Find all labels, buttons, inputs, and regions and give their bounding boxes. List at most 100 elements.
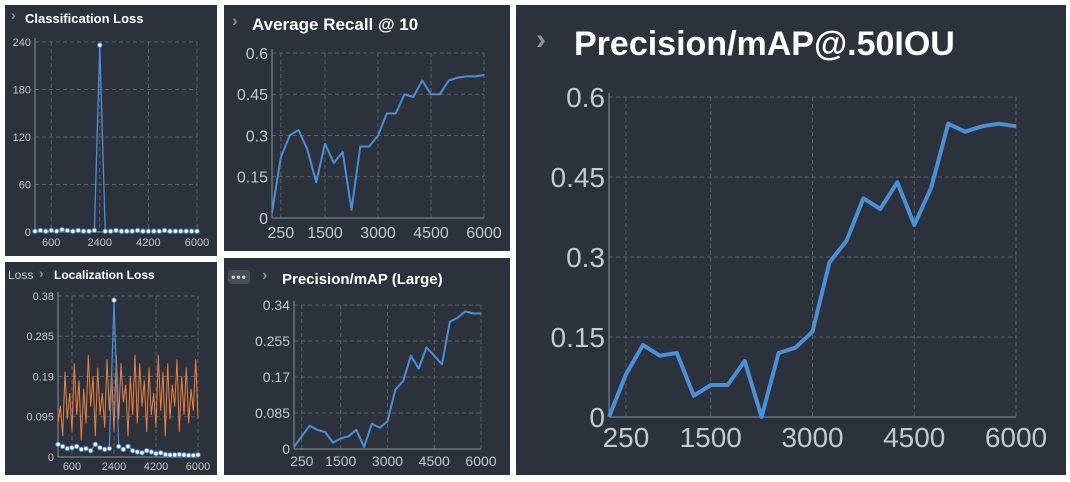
x-tick-label: 6000 <box>185 237 209 249</box>
data-point <box>190 452 197 459</box>
data-point <box>181 452 187 458</box>
y-tick-label: 0.095 <box>26 412 54 424</box>
data-point <box>106 445 113 452</box>
data-point <box>185 452 192 459</box>
expand-chevron-icon[interactable]: › <box>262 267 268 284</box>
x-tick-label: 4500 <box>883 422 945 453</box>
x-tick-label: 6000 <box>465 453 496 469</box>
data-point <box>92 441 99 447</box>
data-point <box>69 444 75 451</box>
breadcrumb-loss[interactable]: Loss <box>8 268 34 282</box>
expand-chevron-icon[interactable]: › <box>232 11 238 30</box>
y-tick-label: 0.45 <box>551 162 606 193</box>
x-tick-label: 4500 <box>419 453 450 469</box>
y-tick-label: 180 <box>13 84 31 96</box>
data-point <box>64 227 71 234</box>
y-tick-label: 0.255 <box>255 333 290 349</box>
data-point <box>167 228 173 234</box>
data-point <box>172 228 179 234</box>
data-point <box>151 228 157 234</box>
data-point <box>55 441 61 447</box>
x-tick-label: 250 <box>603 422 650 453</box>
data-point <box>59 226 65 233</box>
x-tick-label: 4200 <box>144 461 168 473</box>
data-point <box>83 445 89 452</box>
data-point <box>48 227 54 234</box>
data-point <box>75 227 81 234</box>
series-line-0 <box>57 354 199 441</box>
x-tick-label: 3000 <box>372 453 403 469</box>
expand-chevron-icon[interactable]: › <box>11 7 16 23</box>
x-tick-label: 1500 <box>325 453 356 469</box>
y-tick-label: 0.15 <box>237 170 268 187</box>
data-point <box>101 446 108 453</box>
y-tick-label: 0.38 <box>33 291 54 303</box>
precision-map-large-chart: 0 0.085 0.17 0.255 0.34 250 1500 3000 4500 6000 <box>255 297 497 469</box>
x-tick-label: 600 <box>42 237 60 249</box>
y-tick-label: 0.34 <box>263 297 290 313</box>
y-tick-label: 0 <box>48 452 54 464</box>
data-point <box>80 228 87 234</box>
y-tick-label: 0.6 <box>246 46 268 63</box>
data-point <box>188 228 195 234</box>
precision-map50-card: › Precision/mAP@.50IOU 0 0.15 0.3 0.45 0.6 25… <box>516 5 1066 475</box>
expand-chevron-icon[interactable]: › <box>536 23 546 56</box>
y-tick-label: 0.3 <box>246 128 268 145</box>
data-point <box>161 227 168 234</box>
data-point <box>107 228 114 234</box>
y-tick-label: 0.285 <box>26 331 54 343</box>
classification-loss-chart: 0 60 120 180 240 600 2400 4200 6000 <box>13 37 210 249</box>
data-point <box>153 450 159 457</box>
more-options-icon[interactable]: ••• <box>228 270 250 284</box>
series-line-0 <box>271 74 485 213</box>
data-point <box>129 228 135 234</box>
chart-title: Precision/mAP (Large) <box>282 271 443 288</box>
data-point <box>195 452 201 458</box>
average-recall-card: › Average Recall @ 10 0 0.15 0.3 0.45 0.6 250… <box>224 5 510 251</box>
data-point <box>145 228 152 234</box>
x-tick-label: 6000 <box>186 461 210 473</box>
precision-map50-chart: 0 0.15 0.3 0.45 0.6 250 1500 3000 4500 6000 <box>551 82 1048 453</box>
data-point <box>124 228 130 234</box>
y-tick-label: 0.19 <box>33 371 54 383</box>
y-tick-label: 240 <box>13 37 31 49</box>
data-point <box>111 297 117 303</box>
x-tick-label: 3000 <box>360 225 396 242</box>
data-point <box>139 450 145 456</box>
classification-loss-card: › Classification Loss 0 60 120 180 240 600 240… <box>5 5 217 256</box>
data-point <box>59 443 66 450</box>
data-point <box>162 451 169 458</box>
data-point <box>134 449 141 455</box>
data-point <box>102 228 108 234</box>
y-tick-label: 0.15 <box>551 322 606 353</box>
data-point <box>171 452 178 458</box>
data-point <box>134 227 141 234</box>
breadcrumb-chevron-icon: › <box>39 265 44 281</box>
data-point <box>64 445 71 452</box>
data-point <box>157 450 164 456</box>
y-tick-label: 0.6 <box>566 82 605 113</box>
data-point <box>37 227 44 234</box>
data-point <box>118 228 125 234</box>
data-point <box>140 228 146 234</box>
y-tick-label: 0 <box>259 211 268 228</box>
x-tick-label: 250 <box>290 453 314 469</box>
data-point <box>125 443 131 450</box>
average-recall-chart: 0 0.15 0.3 0.45 0.6 250 1500 3000 4500 6000 <box>237 46 502 242</box>
y-tick-label: 0.17 <box>263 369 290 385</box>
series-line-0 <box>293 310 481 448</box>
data-point <box>115 443 122 450</box>
x-tick-label: 3000 <box>781 422 843 453</box>
y-tick-label: 0.45 <box>237 87 268 104</box>
data-point <box>97 444 103 451</box>
data-point <box>167 452 173 458</box>
data-point <box>53 228 60 234</box>
chart-title: Localization Loss <box>54 268 155 282</box>
data-point <box>70 228 76 234</box>
data-point <box>43 228 49 234</box>
x-tick-label: 1500 <box>307 225 343 242</box>
data-point <box>78 446 85 453</box>
x-tick-label: 1500 <box>680 422 742 453</box>
data-point <box>178 228 184 234</box>
localization-loss-chart: 0 0.095 0.19 0.285 0.38 600 2400 4200 6000 <box>26 291 210 473</box>
